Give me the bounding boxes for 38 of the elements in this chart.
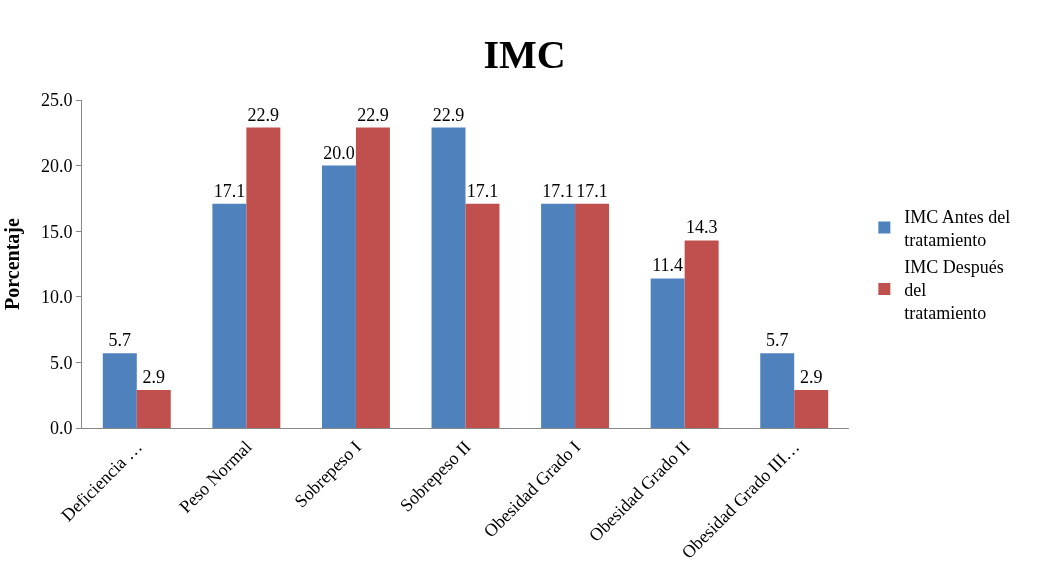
data-label: 22.9 (357, 104, 389, 125)
bar (212, 203, 247, 428)
data-label: 17.1 (466, 180, 499, 201)
chart-title: IMC (483, 32, 566, 78)
data-label: 17.1 (542, 180, 574, 201)
bar (102, 353, 137, 428)
data-label: 17.1 (213, 180, 246, 201)
bar (246, 127, 281, 428)
y-axis-title: Porcentaje (1, 217, 25, 310)
data-label: 11.4 (652, 255, 684, 276)
legend-label: IMC Después del tratamiento (904, 256, 1004, 324)
bar (760, 353, 795, 428)
data-label: 2.9 (799, 366, 823, 387)
data-label: 14.3 (685, 217, 718, 238)
data-label: 17.1 (576, 180, 608, 201)
data-label: 5.7 (108, 330, 132, 351)
data-label: 20.0 (323, 142, 355, 163)
y-tick-label: 10.0 (40, 287, 73, 308)
bar (465, 203, 500, 428)
data-label: 5.7 (765, 330, 789, 351)
data-label: 22.9 (247, 104, 280, 125)
bar (355, 127, 390, 428)
y-tick-label: 0.0 (49, 418, 73, 439)
bar (541, 203, 576, 428)
bar (794, 389, 829, 428)
y-tick-label: 20.0 (40, 155, 73, 176)
bar (136, 389, 171, 428)
y-tick-label: 15.0 (40, 221, 73, 242)
data-label: 22.9 (432, 104, 465, 125)
y-tick-label: 25.0 (40, 90, 73, 111)
bar (684, 240, 719, 428)
y-tick-label: 5.0 (49, 352, 73, 373)
data-label: 2.9 (142, 366, 166, 387)
bar (650, 278, 685, 428)
bar (321, 165, 356, 428)
bar (431, 127, 466, 428)
legend-label: IMC Antes del tratamiento (904, 206, 1011, 251)
bar (575, 203, 610, 428)
